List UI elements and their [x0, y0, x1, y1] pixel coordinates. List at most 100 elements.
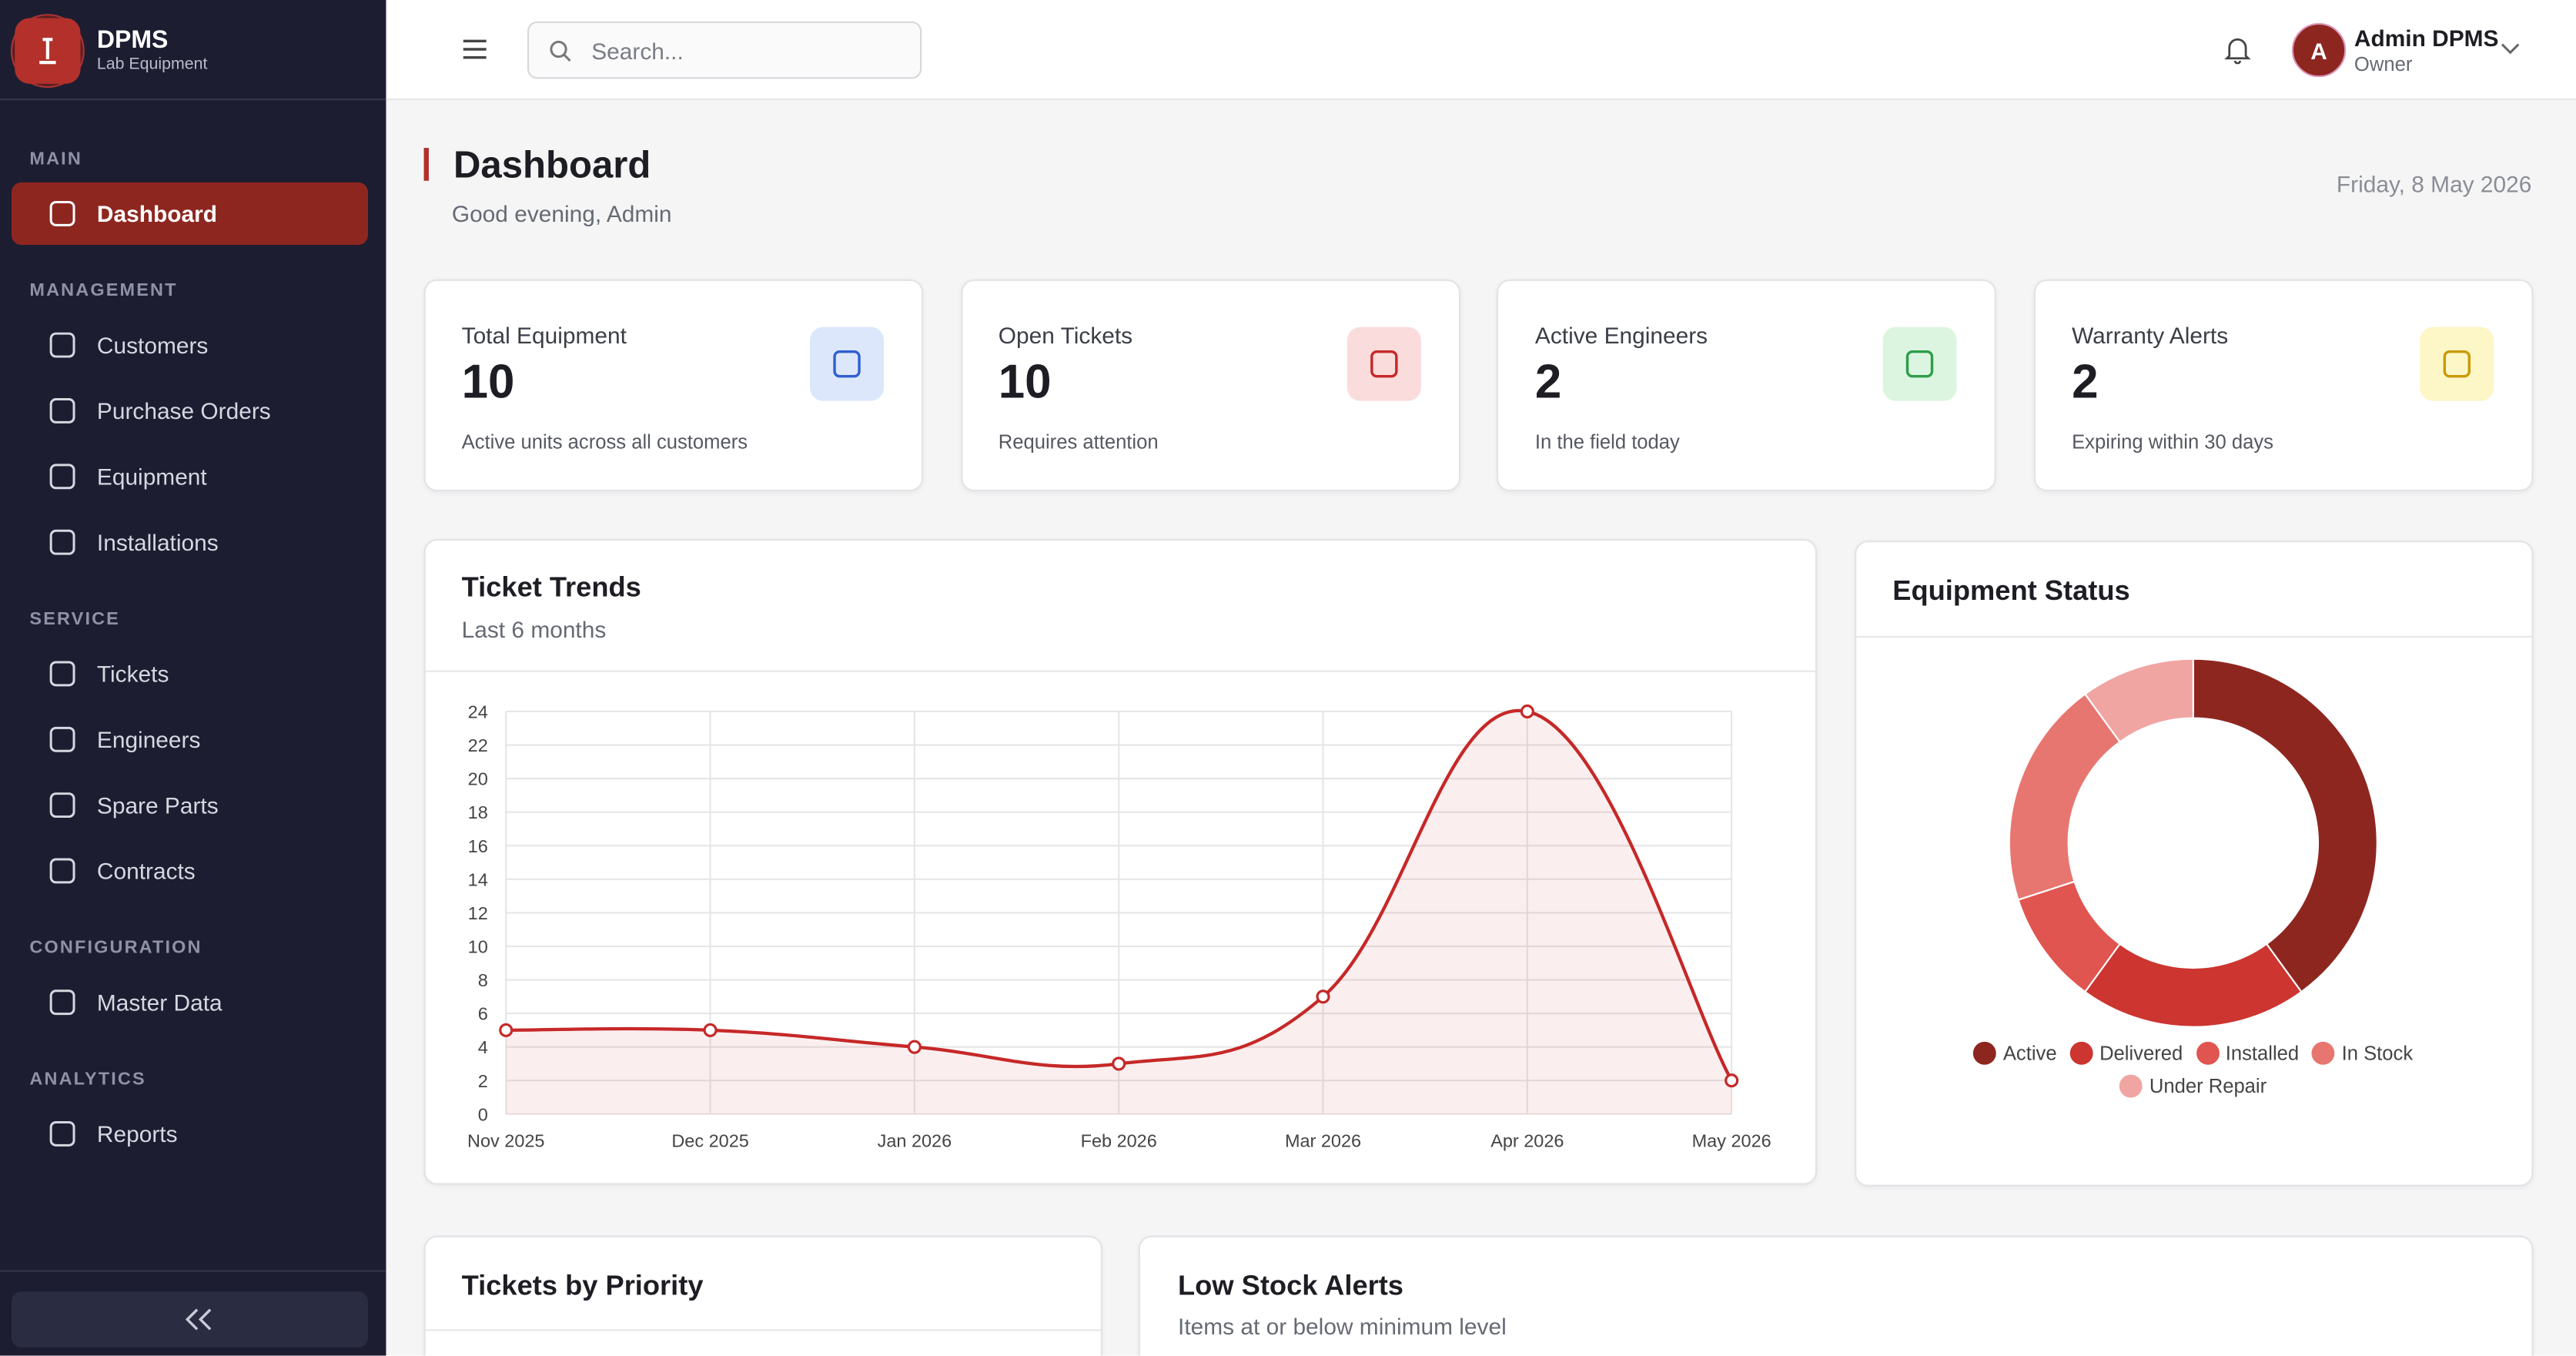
nav: MAIN Dashboard MANAGEMENT Customers Purchase… — [0, 100, 386, 1165]
nav-label: Engineers — [96, 726, 201, 753]
point — [1316, 989, 1330, 1004]
x-tick-label: Mar 2026 — [1285, 1130, 1361, 1150]
legend-item: Installed — [2196, 1041, 2300, 1065]
logo — [10, 14, 85, 89]
legend-swatch — [1973, 1041, 1997, 1065]
icon-shape — [833, 350, 861, 378]
y-tick-label: 6 — [478, 1004, 488, 1024]
line — [506, 708, 1734, 1082]
user-role: Owner — [2354, 52, 2413, 76]
icon — [833, 350, 861, 378]
nav-item[interactable]: Engineers — [12, 708, 368, 771]
status-card: Equipment Status — [1855, 541, 2534, 1187]
date: Friday, 8 May 2026 — [2336, 170, 2532, 198]
nav-label: Master Data — [96, 989, 222, 1016]
notifications[interactable] — [2224, 35, 2251, 65]
nav-item[interactable]: Dashboard — [11, 182, 369, 245]
legend-label: Under Repair — [2149, 1074, 2267, 1098]
nav-icon — [49, 529, 75, 555]
icon-shape — [2443, 350, 2471, 378]
icon — [1906, 350, 1935, 378]
nav-item[interactable]: Master Data — [12, 971, 368, 1033]
icon-shape — [49, 726, 75, 752]
stat-note: In the field today — [1534, 430, 1680, 454]
x-tick-label: Jan 2026 — [878, 1130, 952, 1150]
point — [1112, 1056, 1126, 1071]
nav-item[interactable]: Contracts — [12, 839, 368, 902]
stat-label: Total Equipment — [461, 322, 627, 349]
stat-icon — [1347, 326, 1421, 401]
nav-item[interactable]: Equipment — [12, 445, 368, 507]
legend-item: Active — [1973, 1041, 2057, 1065]
y-tick-label: 24 — [468, 702, 488, 722]
point — [703, 1023, 718, 1037]
stat-label: Active Engineers — [1534, 322, 1708, 349]
avatar[interactable]: A — [2291, 22, 2347, 78]
stat-value: 2 — [1534, 357, 1562, 410]
stat-card: Open Tickets 10 Requires attention — [960, 279, 1460, 492]
nav-section: MAIN — [29, 149, 82, 169]
y-tick-label: 16 — [468, 836, 488, 856]
nav-label: Purchase Orders — [96, 397, 271, 424]
area — [506, 710, 1732, 1114]
nav-label: Spare Parts — [96, 792, 219, 819]
topbar: Search... A Admin DPMS Owner — [386, 0, 2576, 101]
card-title: Low Stock Alerts — [1178, 1270, 1404, 1302]
trend-card: Ticket Trends Last 6 months — [423, 538, 1818, 1185]
y-tick-label: 12 — [468, 903, 488, 923]
nav-section: SERVICE — [29, 609, 120, 630]
stat-label: Open Tickets — [998, 322, 1133, 349]
divider — [1856, 635, 2532, 638]
x-tick-label: Nov 2025 — [467, 1130, 544, 1150]
nav-item[interactable]: Reports — [12, 1103, 368, 1165]
nav-label: Reports — [96, 1120, 178, 1147]
collapse-button[interactable] — [11, 1291, 369, 1348]
icon-shape — [49, 792, 75, 819]
priority-card: Tickets by Priority — [423, 1235, 1102, 1356]
stat-note: Requires attention — [998, 430, 1159, 454]
icon — [1370, 350, 1397, 378]
legend-label: In Stock — [2341, 1041, 2414, 1065]
nav-icon — [49, 398, 75, 424]
legend-swatch — [2312, 1041, 2336, 1065]
menu-button[interactable] — [462, 36, 488, 62]
card-subtitle: Items at or below minimum level — [1178, 1313, 1507, 1340]
icon-shape — [49, 398, 75, 424]
y-tick-label: 2 — [478, 1071, 488, 1091]
nav-label: Equipment — [96, 463, 207, 490]
nav-icon — [49, 200, 75, 226]
stat-label: Warranty Alerts — [2072, 322, 2229, 349]
nav-item[interactable]: Tickets — [12, 642, 368, 705]
legend-label: Delivered — [2099, 1041, 2183, 1065]
nav-icon — [49, 792, 75, 819]
stat-icon — [1883, 326, 1958, 401]
nav-item[interactable]: Installations — [12, 511, 368, 574]
nav-item[interactable]: Spare Parts — [12, 774, 368, 836]
card-title: Ticket Trends — [461, 571, 641, 604]
brand: DPMS Lab Equipment — [0, 0, 386, 101]
y-tick-label: 10 — [468, 937, 488, 957]
sidebar: DPMS Lab Equipment MAIN Dashboard MANAGEME… — [0, 0, 386, 1356]
legend-swatch — [2069, 1041, 2093, 1065]
x-tick-label: May 2026 — [1692, 1130, 1771, 1150]
nav-item[interactable]: Customers — [12, 314, 368, 377]
collapse-icon — [185, 1308, 212, 1331]
user-menu-caret[interactable] — [2501, 42, 2521, 55]
divider — [425, 1329, 1101, 1331]
legend-swatch — [2196, 1041, 2220, 1065]
slice — [2083, 943, 2303, 1028]
divider — [0, 1270, 386, 1272]
nav-item[interactable]: Purchase Orders — [12, 380, 368, 442]
icon-shape — [49, 200, 75, 226]
stat-value: 10 — [461, 357, 515, 410]
legend-label: Installed — [2225, 1041, 2300, 1065]
icon-shape — [49, 858, 75, 884]
search-icon — [550, 40, 571, 62]
stat-note: Expiring within 30 days — [2072, 430, 2273, 454]
card-subtitle: Last 6 months — [461, 616, 607, 643]
brand-sub: Lab Equipment — [96, 55, 208, 75]
search-box[interactable]: Search... — [527, 21, 922, 79]
